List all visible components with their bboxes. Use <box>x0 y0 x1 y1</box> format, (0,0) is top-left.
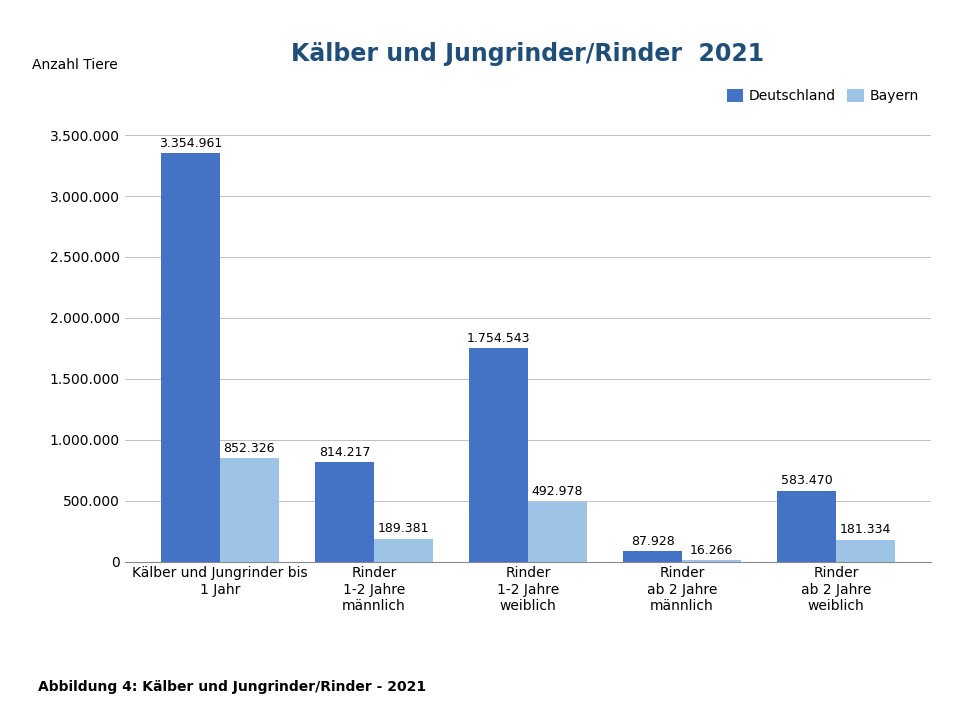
Text: 814.217: 814.217 <box>319 446 371 459</box>
Text: 16.266: 16.266 <box>689 544 733 557</box>
Bar <box>528 502 587 562</box>
Text: 583.470: 583.470 <box>780 474 832 487</box>
Bar <box>682 559 740 562</box>
Bar <box>161 153 220 562</box>
Text: 492.978: 492.978 <box>532 485 583 498</box>
Text: 1.754.543: 1.754.543 <box>467 332 531 345</box>
Bar <box>220 458 278 562</box>
Text: 3.354.961: 3.354.961 <box>159 137 223 150</box>
Title: Kälber und Jungrinder/Rinder  2021: Kälber und Jungrinder/Rinder 2021 <box>292 42 764 66</box>
Bar <box>836 539 895 562</box>
Text: Anzahl Tiere: Anzahl Tiere <box>32 58 118 72</box>
Bar <box>623 551 682 562</box>
Bar <box>469 348 528 562</box>
Bar <box>374 539 433 562</box>
Text: 181.334: 181.334 <box>840 523 891 536</box>
Bar <box>316 462 374 562</box>
Text: 87.928: 87.928 <box>631 535 675 548</box>
Text: 189.381: 189.381 <box>377 523 429 536</box>
Legend: Deutschland, Bayern: Deutschland, Bayern <box>721 84 924 109</box>
Text: 852.326: 852.326 <box>224 441 275 455</box>
Bar <box>778 490 836 562</box>
Text: Abbildung 4: Kälber und Jungrinder/Rinder - 2021: Abbildung 4: Kälber und Jungrinder/Rinde… <box>38 680 426 694</box>
